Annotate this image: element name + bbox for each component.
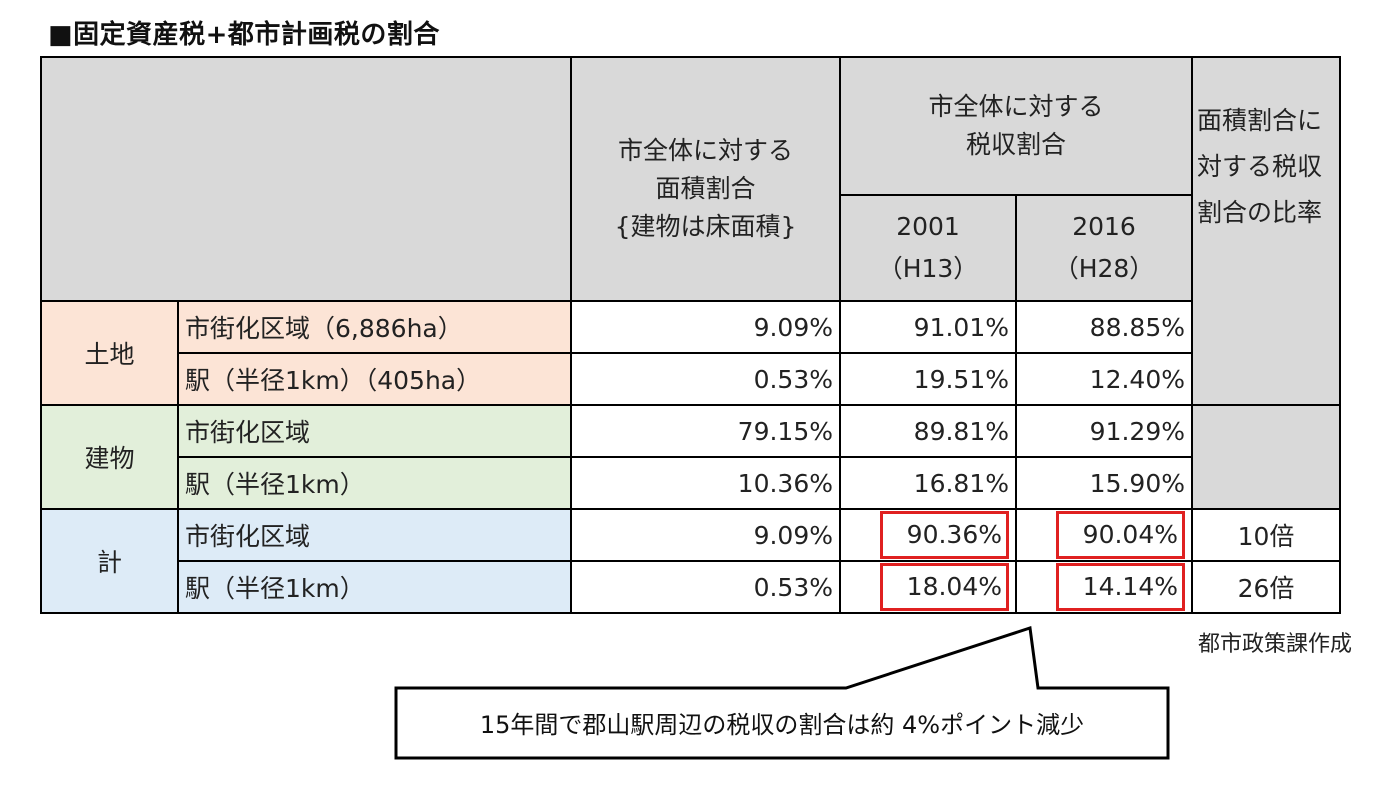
tax-2001-value: 91.01% [839,300,1017,354]
row-name: 駅（半径1km）（405ha） [177,352,572,406]
callout-shape [394,626,1170,760]
row-name: 駅（半径1km） [177,456,572,510]
tax-2001-value: 90.36% [839,508,1017,562]
tax-2001-value: 16.81% [839,456,1017,510]
row-name: 駅（半径1km） [177,560,572,614]
header-year-2016: 2016 （H28） [1015,194,1193,302]
header-area-share: 市全体に対する 面積割合 {建物は床面積} [570,56,841,302]
header-tax-share: 市全体に対する 税収割合 [839,56,1193,196]
ratio-blank-cell [1191,404,1341,510]
tax-2001-value: 19.51% [839,352,1017,406]
tax-2016-value: 15.90% [1015,456,1193,510]
tax-2016-value: 14.14% [1015,560,1193,614]
header-year-2001: 2001 （H13） [839,194,1017,302]
callout-text: 15年間で郡山駅周辺の税収の割合は約 4%ポイント減少 [479,710,1085,739]
highlight-box: 90.36% [879,511,1009,559]
area-share-value: 0.53% [570,352,841,406]
tax-2016-value: 91.29% [1015,404,1193,458]
highlight-box: 18.04% [879,563,1009,611]
group-label-land: 土地 [40,300,179,406]
tax-share-table: 市全体に対する 面積割合 {建物は床面積} 市全体に対する 税収割合 面積割合に… [40,56,1341,614]
page-title: ■固定資産税+都市計画税の割合 [48,20,440,50]
ratio-value: 26倍 [1191,560,1341,614]
group-label-total: 計 [40,508,179,614]
highlight-box: 14.14% [1055,563,1185,611]
tax-2016-value: 88.85% [1015,300,1193,354]
tax-2001-value: 89.81% [839,404,1017,458]
credit-note: 都市政策課作成 [1198,632,1353,657]
area-share-value: 79.15% [570,404,841,458]
row-name: 市街化区域（6,886ha） [177,300,572,354]
area-share-value: 9.09% [570,508,841,562]
area-share-value: 0.53% [570,560,841,614]
area-share-value: 10.36% [570,456,841,510]
row-name: 市街化区域 [177,508,572,562]
ratio-value: 10倍 [1191,508,1341,562]
tax-2001-value: 18.04% [839,560,1017,614]
header-blank-cell [40,56,572,302]
area-share-value: 9.09% [570,300,841,354]
tax-2016-value: 12.40% [1015,352,1193,406]
tax-2016-value: 90.04% [1015,508,1193,562]
row-name: 市街化区域 [177,404,572,458]
highlight-box: 90.04% [1055,511,1185,559]
header-ratio: 面積割合に 対する税収 割合の比率 [1191,56,1341,406]
group-label-building: 建物 [40,404,179,510]
